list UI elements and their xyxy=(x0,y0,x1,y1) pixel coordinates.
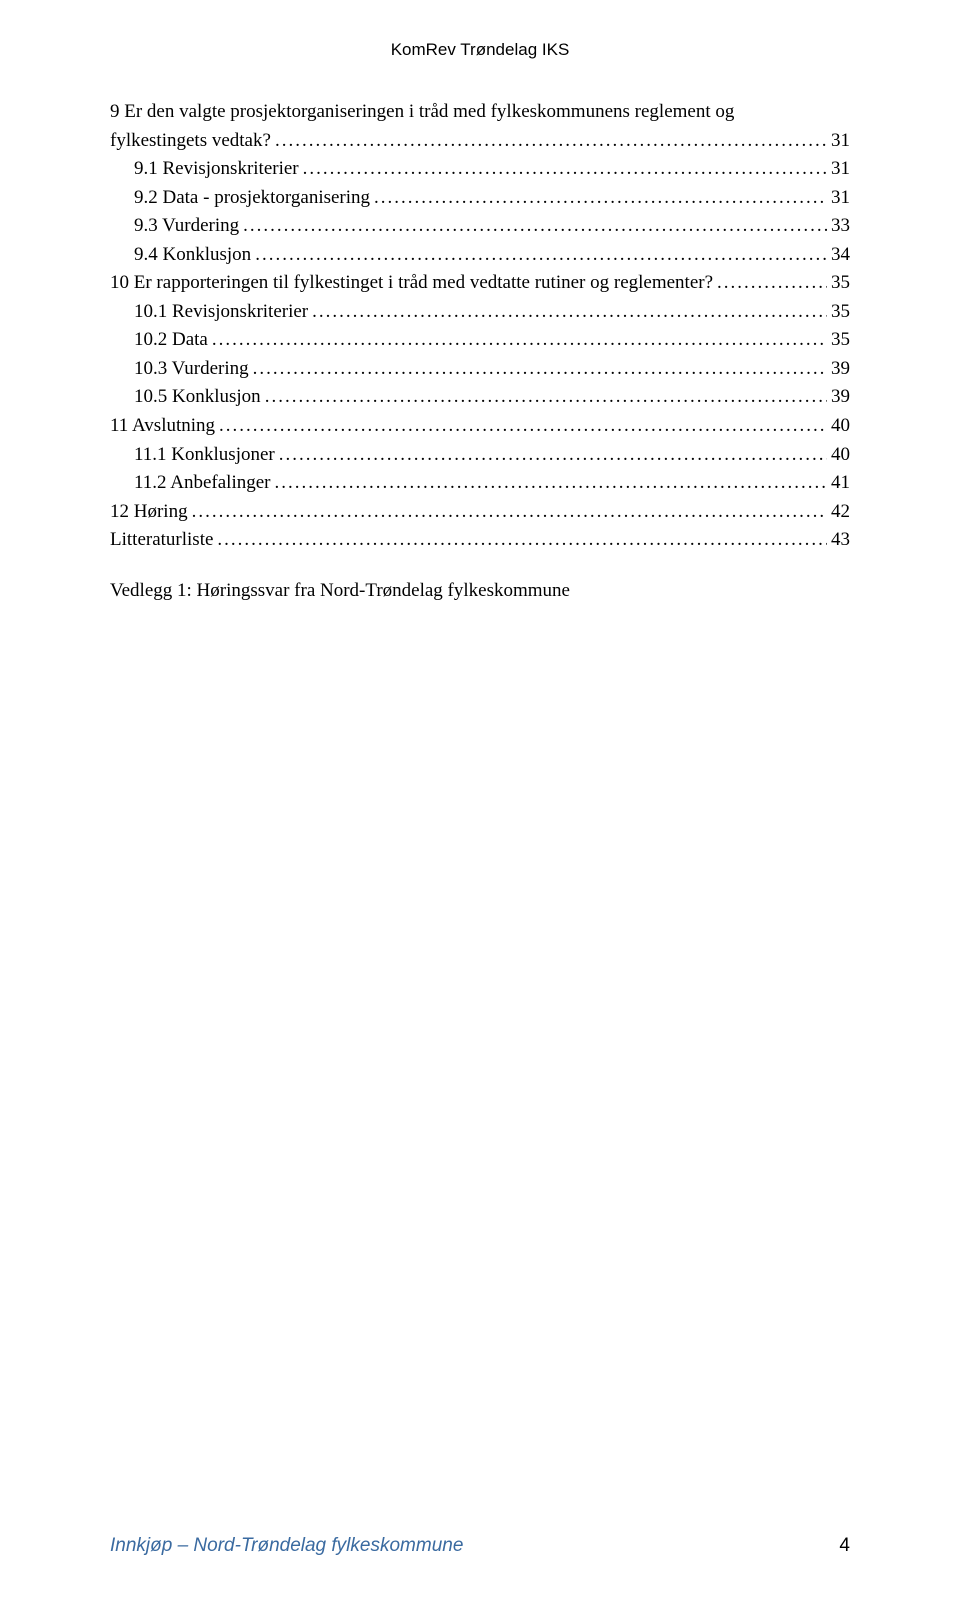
toc-entry: fylkestingets vedtak? 31 xyxy=(110,127,850,155)
toc-entry-label: 10.1 Revisjonskriterier xyxy=(134,298,308,326)
toc-entry: 9.1 Revisjonskriterier 31 xyxy=(110,155,850,183)
toc-entry-page: 39 xyxy=(831,383,850,411)
toc-leader-dots xyxy=(279,441,827,469)
toc-leader-dots xyxy=(265,383,827,411)
toc-entry: 11.1 Konklusjoner 40 xyxy=(110,441,850,469)
appendix-line: Vedlegg 1: Høringssvar fra Nord-Trøndela… xyxy=(110,580,850,602)
toc-leader-dots xyxy=(219,412,827,440)
toc-entry-label: 10.3 Vurdering xyxy=(134,355,249,383)
footer-title: Innkjøp – Nord-Trøndelag fylkeskommune xyxy=(110,1535,463,1557)
toc-leader-dots xyxy=(212,326,827,354)
toc-entry-label: fylkestingets vedtak? xyxy=(110,127,271,155)
page-header: KomRev Trøndelag IKS xyxy=(110,40,850,60)
toc-entry-label: 9.1 Revisjonskriterier xyxy=(134,155,299,183)
toc-entry-label: 9.4 Konklusjon xyxy=(134,241,251,269)
toc-leader-dots xyxy=(243,212,827,240)
toc-entry-page: 35 xyxy=(831,326,850,354)
toc-entry-page: 35 xyxy=(831,269,850,297)
toc-entry-page: 41 xyxy=(831,469,850,497)
toc-leader-dots xyxy=(217,526,827,554)
toc-leader-dots xyxy=(275,127,827,155)
toc-entry-page: 33 xyxy=(831,212,850,240)
toc-entry-label: 9 Er den valgte prosjektorganiseringen i… xyxy=(110,98,734,126)
footer-page-number: 4 xyxy=(839,1535,850,1557)
toc-entry: 9.3 Vurdering 33 xyxy=(110,212,850,240)
table-of-contents: 9 Er den valgte prosjektorganiseringen i… xyxy=(110,98,850,554)
toc-entry-page: 40 xyxy=(831,441,850,469)
toc-leader-dots xyxy=(303,155,827,183)
toc-entry: 11 Avslutning 40 xyxy=(110,412,850,440)
toc-entry-page: 43 xyxy=(831,526,850,554)
toc-entry: 9.4 Konklusjon 34 xyxy=(110,241,850,269)
toc-entry-page: 39 xyxy=(831,355,850,383)
toc-entry: 12 Høring 42 xyxy=(110,498,850,526)
toc-entry: 11.2 Anbefalinger 41 xyxy=(110,469,850,497)
toc-entry: Litteraturliste 43 xyxy=(110,526,850,554)
page-footer: Innkjøp – Nord-Trøndelag fylkeskommune 4 xyxy=(110,1535,850,1557)
toc-leader-dots xyxy=(253,355,827,383)
toc-entry-label: Litteraturliste xyxy=(110,526,213,554)
toc-leader-dots xyxy=(717,269,827,297)
toc-entry: 9.2 Data - prosjektorganisering 31 xyxy=(110,184,850,212)
toc-entry-page: 40 xyxy=(831,412,850,440)
toc-leader-dots xyxy=(255,241,827,269)
toc-entry-label: 12 Høring xyxy=(110,498,188,526)
toc-leader-dots xyxy=(312,298,827,326)
toc-entry-label: 10.5 Konklusjon xyxy=(134,383,261,411)
toc-leader-dots xyxy=(274,469,827,497)
toc-entry: 9 Er den valgte prosjektorganiseringen i… xyxy=(110,98,850,126)
toc-entry-page: 31 xyxy=(831,127,850,155)
toc-entry-page: 31 xyxy=(831,184,850,212)
toc-leader-dots xyxy=(192,498,827,526)
toc-entry-page: 35 xyxy=(831,298,850,326)
toc-entry-page: 34 xyxy=(831,241,850,269)
toc-entry-label: 11 Avslutning xyxy=(110,412,215,440)
toc-entry: 10.1 Revisjonskriterier 35 xyxy=(110,298,850,326)
toc-entry-label: 10 Er rapporteringen til fylkestinget i … xyxy=(110,269,713,297)
toc-entry: 10.5 Konklusjon 39 xyxy=(110,383,850,411)
toc-entry-page: 42 xyxy=(831,498,850,526)
toc-entry: 10.3 Vurdering 39 xyxy=(110,355,850,383)
toc-entry-label: 10.2 Data xyxy=(134,326,208,354)
toc-entry-label: 9.3 Vurdering xyxy=(134,212,239,240)
toc-entry-label: 9.2 Data - prosjektorganisering xyxy=(134,184,370,212)
toc-entry-label: 11.1 Konklusjoner xyxy=(134,441,275,469)
toc-entry: 10.2 Data 35 xyxy=(110,326,850,354)
toc-entry-page: 31 xyxy=(831,155,850,183)
toc-entry: 10 Er rapporteringen til fylkestinget i … xyxy=(110,269,850,297)
toc-leader-dots xyxy=(374,184,827,212)
toc-entry-label: 11.2 Anbefalinger xyxy=(134,469,270,497)
